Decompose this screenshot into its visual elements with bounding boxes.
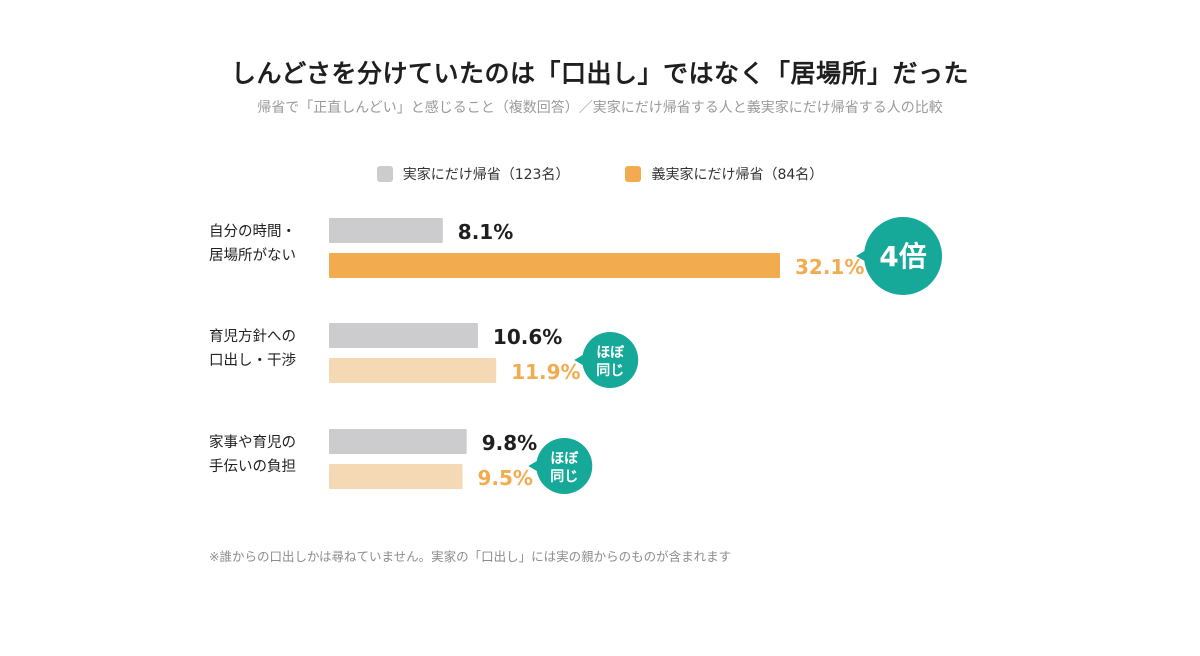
chart-legend: 実家にだけ帰省（123名） 義実家にだけ帰省（84名） bbox=[0, 164, 1200, 184]
category-label-3-line-1: 家事や育児の bbox=[209, 434, 296, 451]
category-label-3-line-2: 手伝いの負担 bbox=[209, 458, 296, 475]
annotation-text-2-line-2: 同じ bbox=[596, 363, 624, 379]
annotation-badge-1 bbox=[864, 217, 942, 295]
legend-swatch-jikka bbox=[376, 166, 393, 182]
legend-swatch-gijikka bbox=[625, 166, 642, 182]
annotation-badge-2 bbox=[582, 332, 639, 388]
value-label-jikka-3: 9.8% bbox=[482, 431, 537, 455]
category-label-2-line-1: 育児方針への bbox=[209, 328, 296, 345]
chart-footnote: ※誰からの口出しかは尋ねていません。実家の「口出し」には実の親からのものが含まれ… bbox=[209, 549, 732, 564]
annotation-badge-3 bbox=[536, 438, 593, 494]
bar-jikka-3 bbox=[329, 429, 467, 454]
chart-subtitle: 帰省で「正直しんどい」と感じること（複数回答）／実家にだけ帰省する人と義実家にだ… bbox=[257, 100, 943, 116]
bar-gijikka-1 bbox=[329, 253, 780, 278]
annotation-text-2-line-1: ほぼ bbox=[596, 345, 625, 361]
value-label-gijikka-3: 9.5% bbox=[477, 466, 532, 490]
bar-jikka-2 bbox=[329, 323, 478, 348]
value-label-gijikka-2: 11.9% bbox=[511, 360, 580, 384]
bar-gijikka-3 bbox=[329, 464, 463, 489]
legend-item-gijikka: 義実家にだけ帰省（84名） bbox=[625, 164, 823, 184]
category-label-2-line-2: 口出し・干渉 bbox=[209, 352, 296, 369]
chart-title: しんどさを分けていたのは「口出し」ではなく「居場所」だった bbox=[230, 59, 969, 88]
legend-item-jikka: 実家にだけ帰省（123名） bbox=[376, 164, 570, 184]
bar-gijikka-2 bbox=[329, 358, 497, 383]
value-label-jikka-2: 10.6% bbox=[493, 325, 562, 349]
bar-jikka-1 bbox=[329, 218, 443, 243]
legend-label-gijikka: 義実家にだけ帰省（84名） bbox=[651, 167, 824, 183]
annotation-text-3-line-1: ほぼ bbox=[550, 451, 579, 467]
category-label-1-line-2: 居場所がない bbox=[209, 247, 296, 264]
value-label-jikka-1: 8.1% bbox=[458, 220, 513, 244]
annotation-text-1: 4倍 bbox=[879, 240, 926, 273]
value-label-gijikka-1: 32.1% bbox=[795, 255, 864, 279]
legend-label-jikka: 実家にだけ帰省（123名） bbox=[402, 167, 570, 183]
category-label-1-line-1: 自分の時間・ bbox=[209, 223, 296, 240]
annotation-text-3-line-2: 同じ bbox=[550, 469, 578, 485]
